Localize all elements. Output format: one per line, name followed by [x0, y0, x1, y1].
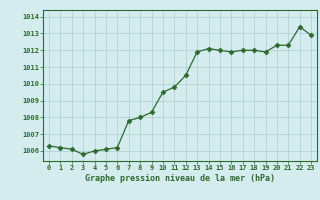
X-axis label: Graphe pression niveau de la mer (hPa): Graphe pression niveau de la mer (hPa): [85, 174, 275, 183]
